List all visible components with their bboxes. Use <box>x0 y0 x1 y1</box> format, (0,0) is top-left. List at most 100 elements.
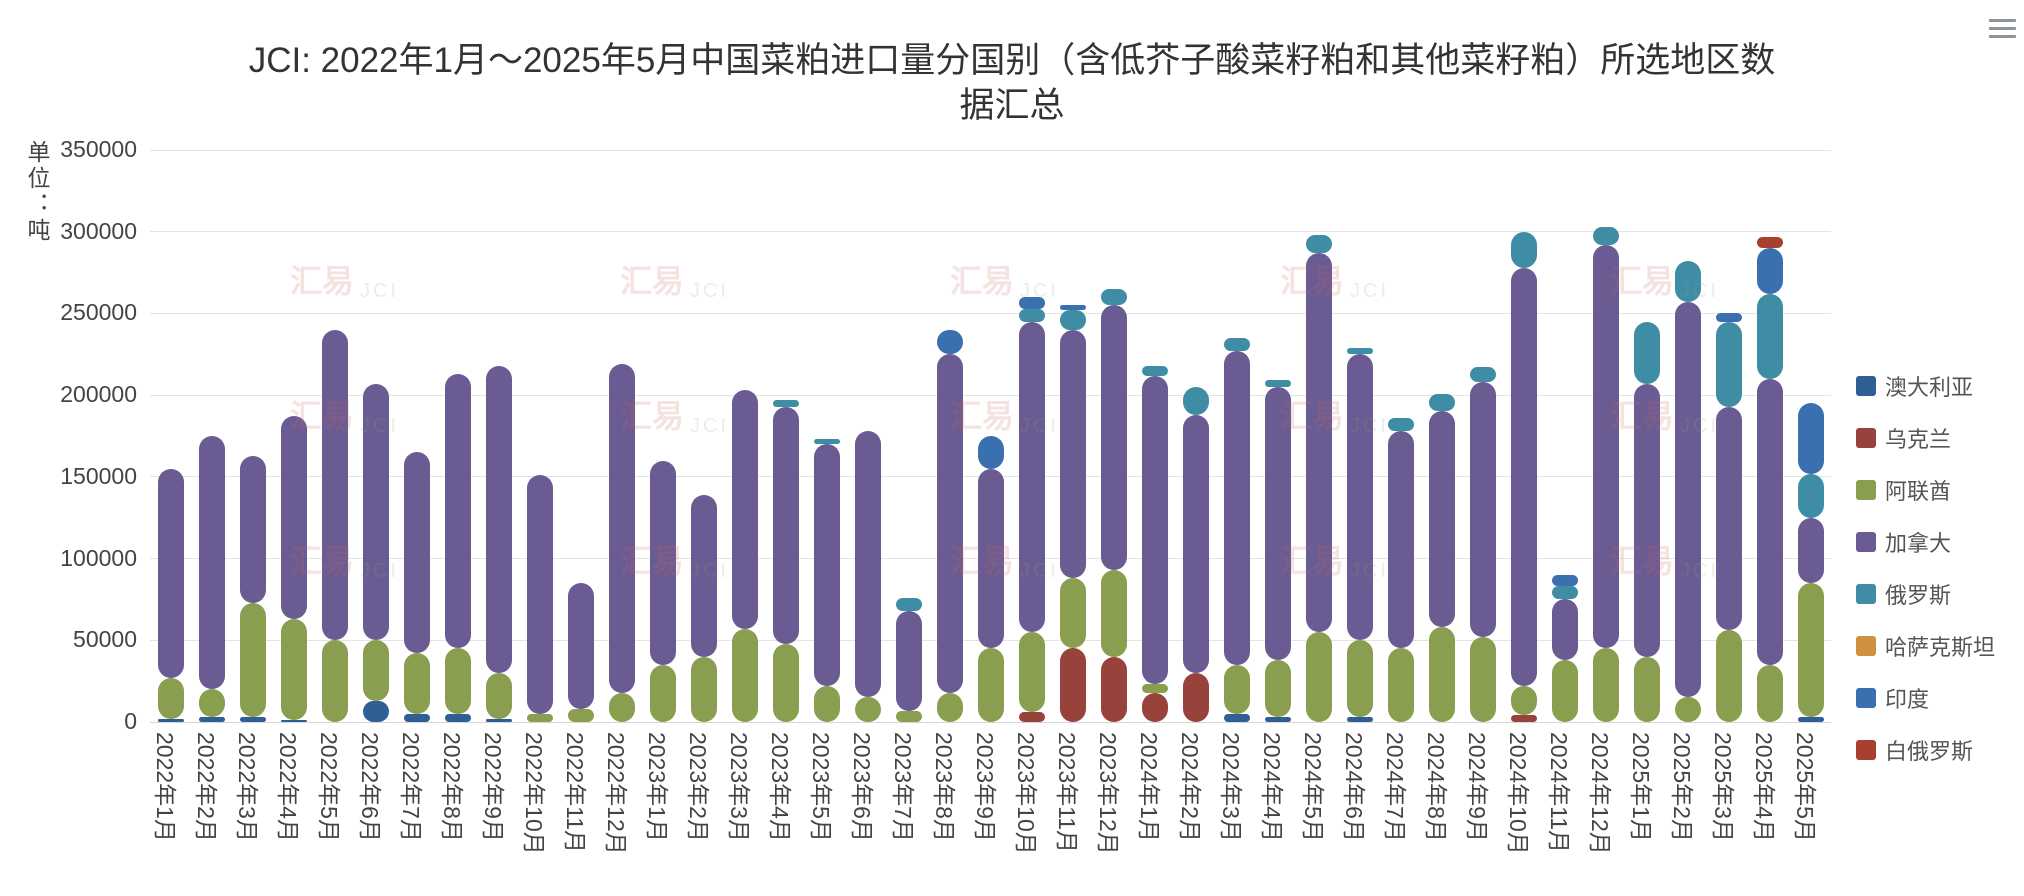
bar-segment[interactable] <box>485 365 512 673</box>
legend-item[interactable]: 乌克兰 <box>1856 422 1995 454</box>
bar-segment[interactable] <box>1756 293 1783 379</box>
bar-segment[interactable] <box>1223 351 1250 665</box>
bar-segment[interactable] <box>936 692 963 722</box>
bar-segment[interactable] <box>1264 386 1291 660</box>
bar-segment[interactable] <box>1797 717 1824 722</box>
bar-segment[interactable] <box>1797 517 1824 584</box>
bar-segment[interactable] <box>157 468 184 678</box>
bar-segment[interactable] <box>1469 382 1496 637</box>
bar-segment[interactable] <box>1510 715 1537 722</box>
bar-segment[interactable] <box>1346 640 1373 718</box>
bar-segment[interactable] <box>1100 570 1127 657</box>
bar-segment[interactable] <box>1223 664 1250 714</box>
bar-segment[interactable] <box>239 455 266 603</box>
bar-segment[interactable] <box>362 383 389 641</box>
bar-segment[interactable] <box>1428 411 1455 628</box>
bar-segment[interactable] <box>157 677 184 719</box>
bar-segment[interactable] <box>977 436 1004 469</box>
bar-segment[interactable] <box>1551 574 1578 587</box>
bar-segment[interactable] <box>649 664 676 722</box>
bar-segment[interactable] <box>1387 418 1414 432</box>
bar-segment[interactable] <box>936 354 963 693</box>
bar-segment[interactable] <box>1387 431 1414 649</box>
bar-segment[interactable] <box>1633 656 1660 722</box>
bar-segment[interactable] <box>1551 599 1578 660</box>
bar-segment[interactable] <box>977 468 1004 649</box>
bar-segment[interactable] <box>1141 365 1168 376</box>
bar-segment[interactable] <box>731 628 758 722</box>
bar-segment[interactable] <box>567 708 594 722</box>
bar-segment[interactable] <box>1674 697 1701 722</box>
bar-segment[interactable] <box>198 436 225 690</box>
bar-segment[interactable] <box>731 390 758 629</box>
bar-segment[interactable] <box>1059 648 1086 722</box>
bar-segment[interactable] <box>1592 244 1619 649</box>
bar-segment[interactable] <box>1674 301 1701 698</box>
bar-segment[interactable] <box>1551 586 1578 600</box>
bar-segment[interactable] <box>854 697 881 722</box>
legend-item[interactable]: 俄罗斯 <box>1856 578 1995 610</box>
bar-segment[interactable] <box>1059 578 1086 649</box>
bar-segment[interactable] <box>1182 414 1209 673</box>
bar-segment[interactable] <box>1756 248 1783 294</box>
bar-segment[interactable] <box>1018 321 1045 633</box>
bar-segment[interactable] <box>1346 717 1373 722</box>
bar-segment[interactable] <box>1551 659 1578 722</box>
bar-segment[interactable] <box>362 640 389 701</box>
bar-segment[interactable] <box>1305 632 1332 722</box>
legend-item[interactable]: 印度 <box>1856 682 1995 714</box>
bar-segment[interactable] <box>1633 383 1660 657</box>
bar-segment[interactable] <box>772 643 799 722</box>
bar-segment[interactable] <box>1346 347 1373 355</box>
bar-segment[interactable] <box>1756 664 1783 722</box>
legend-item[interactable]: 白俄罗斯 <box>1856 734 1995 766</box>
bar-segment[interactable] <box>1100 288 1127 306</box>
bar-segment[interactable] <box>1715 313 1742 322</box>
bar-segment[interactable] <box>690 494 717 657</box>
bar-segment[interactable] <box>1674 261 1701 302</box>
legend-item[interactable]: 哈萨克斯坦 <box>1856 630 1995 662</box>
bar-segment[interactable] <box>608 692 635 722</box>
bar-segment[interactable] <box>1141 684 1168 693</box>
bar-segment[interactable] <box>280 619 307 721</box>
bar-segment[interactable] <box>403 452 430 654</box>
bar-segment[interactable] <box>1469 637 1496 722</box>
bar-segment[interactable] <box>1592 226 1619 245</box>
bar-segment[interactable] <box>403 713 430 722</box>
bar-segment[interactable] <box>1018 712 1045 722</box>
bar-segment[interactable] <box>772 400 799 407</box>
bar-segment[interactable] <box>1387 648 1414 722</box>
bar-segment[interactable] <box>321 329 348 641</box>
bar-segment[interactable] <box>1141 375 1168 685</box>
bar-segment[interactable] <box>1510 686 1537 716</box>
bar-segment[interactable] <box>1018 297 1045 309</box>
bar-segment[interactable] <box>1715 630 1742 722</box>
bar-segment[interactable] <box>1264 380 1291 387</box>
bar-segment[interactable] <box>362 700 389 722</box>
bar-segment[interactable] <box>1100 305 1127 570</box>
bar-segment[interactable] <box>403 653 430 714</box>
bar-segment[interactable] <box>813 439 840 445</box>
bar-segment[interactable] <box>1715 321 1742 407</box>
bar-segment[interactable] <box>1018 632 1045 713</box>
bar-segment[interactable] <box>813 444 840 687</box>
bar-segment[interactable] <box>485 672 512 719</box>
bar-segment[interactable] <box>1264 659 1291 718</box>
bar-segment[interactable] <box>690 656 717 722</box>
bar-segment[interactable] <box>444 713 471 722</box>
bar-segment[interactable] <box>608 364 635 693</box>
bar-segment[interactable] <box>1469 367 1496 383</box>
bar-segment[interactable] <box>1100 656 1127 722</box>
bar-segment[interactable] <box>895 710 922 722</box>
bar-segment[interactable] <box>1797 583 1824 718</box>
bar-segment[interactable] <box>198 689 225 718</box>
bar-segment[interactable] <box>567 583 594 709</box>
bar-segment[interactable] <box>526 713 553 722</box>
bar-segment[interactable] <box>239 717 266 722</box>
bar-segment[interactable] <box>1059 329 1086 579</box>
bar-segment[interactable] <box>772 406 799 644</box>
hamburger-menu-icon[interactable] <box>1989 14 2016 43</box>
bar-segment[interactable] <box>854 431 881 698</box>
bar-segment[interactable] <box>649 460 676 665</box>
legend-item[interactable]: 阿联酋 <box>1856 474 1995 506</box>
